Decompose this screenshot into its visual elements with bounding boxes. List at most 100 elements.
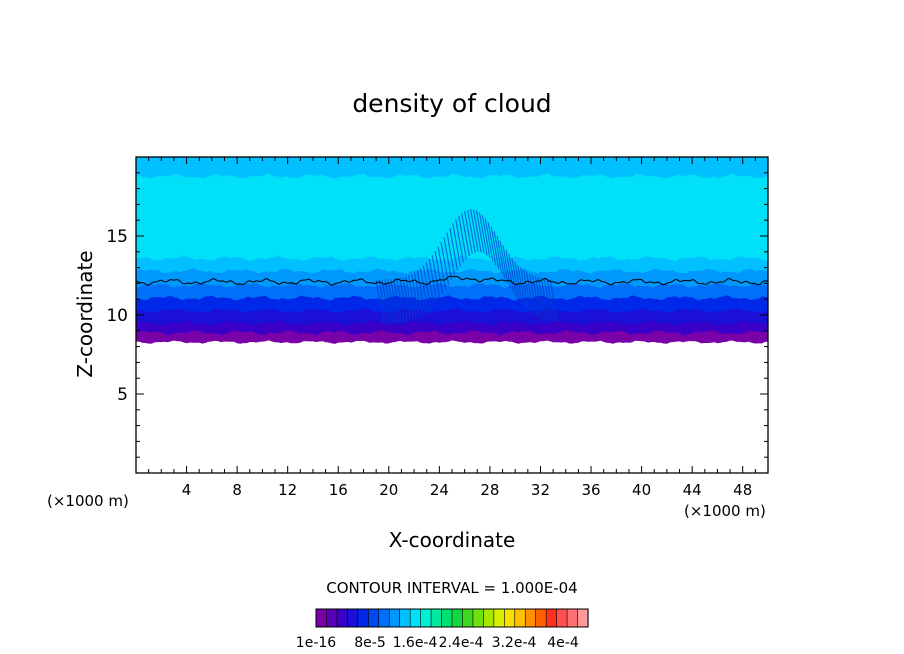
wave-streak	[540, 277, 550, 321]
x-tick-label: 32	[531, 481, 550, 499]
x-tick-label: 16	[329, 481, 348, 499]
colorbar-swatch	[493, 608, 505, 628]
wave-streak	[517, 264, 526, 308]
wave-streak	[446, 232, 456, 276]
x-tick-label: 20	[379, 481, 398, 499]
colorbar-label: 4e-4	[547, 635, 579, 651]
wave-streak	[505, 249, 515, 293]
colorbar-swatch	[347, 608, 359, 628]
x-tick-label: 28	[480, 481, 499, 499]
wave-streak	[543, 278, 553, 322]
colorbar-swatch	[430, 608, 443, 628]
chart-title: density of cloud	[352, 89, 551, 118]
colorbar-swatch	[524, 608, 537, 628]
x-tick-label: 36	[581, 481, 600, 499]
wave-streak	[508, 253, 518, 297]
x-tick-label: 40	[632, 481, 651, 499]
wave-streak	[455, 219, 464, 263]
wave-streak	[402, 277, 411, 321]
wave-streak	[437, 246, 447, 290]
wave-streak	[378, 279, 388, 323]
wave-streak	[537, 277, 547, 320]
wave-streak	[487, 222, 497, 266]
wave-streak	[528, 273, 538, 317]
wave-streak	[399, 278, 408, 321]
wave-pattern	[375, 209, 559, 323]
wave-streak	[481, 215, 491, 259]
x-axis: 4 8 12 16 20 24 28 32 36 40 44 48	[148, 157, 756, 499]
wave-streak	[416, 270, 426, 314]
wave-streak	[452, 223, 462, 267]
colorbar-label: 3.2e-4	[492, 635, 537, 651]
wave-streak	[425, 262, 435, 306]
x-unit-label-right: (×1000 m)	[684, 502, 766, 520]
wave-streak	[375, 279, 385, 323]
colorbar-swatch	[357, 608, 369, 628]
wave-streak	[546, 278, 556, 322]
wave-streak	[443, 237, 453, 281]
colorbar-label: 1e-16	[296, 635, 336, 651]
y-tick-label: 15	[106, 227, 128, 247]
x-tick-label: 24	[430, 481, 449, 499]
wave-streak	[469, 209, 479, 252]
colorbar-swatch	[409, 608, 422, 628]
wave-streak	[387, 279, 397, 323]
wave-streak	[475, 210, 485, 254]
colorbar-labels: 1e-16 8e-5 1.6e-4 2.4e-4 3.2e-4 4e-4	[296, 635, 579, 651]
plot-area	[135, 156, 769, 474]
colorbar-swatch	[378, 608, 390, 628]
wave-streak	[393, 278, 403, 322]
contour-line	[135, 275, 769, 286]
colorbar-swatch	[336, 608, 348, 628]
wave-streak	[511, 257, 521, 301]
wave-streak	[413, 272, 423, 316]
wave-streak	[496, 235, 506, 279]
wave-streak	[499, 240, 509, 284]
wave-streak	[458, 216, 467, 259]
wave-streak	[472, 209, 482, 253]
y-axis: 5 10 15	[106, 172, 768, 458]
wave-streak	[534, 276, 544, 320]
colorbar-frame	[315, 608, 589, 628]
wave-streak	[461, 213, 470, 257]
colorbar-swatch	[462, 608, 474, 628]
colorbar	[315, 608, 589, 628]
colorbar-swatch	[420, 608, 432, 628]
wave-streak	[525, 271, 535, 315]
wave-streak	[434, 250, 444, 294]
colorbar-swatch	[566, 608, 579, 628]
wave-streak	[396, 278, 405, 322]
x-tick-label: 48	[733, 481, 752, 499]
y-tick-label: 5	[117, 385, 128, 405]
wave-streak	[484, 218, 494, 262]
colorbar-swatch	[441, 608, 453, 628]
colorbar-swatch	[368, 608, 380, 628]
colorbar-swatch	[483, 608, 495, 628]
wave-streak	[523, 269, 532, 313]
colorbar-swatch	[556, 608, 568, 628]
colorbar-swatch	[388, 608, 401, 628]
x-axis-label: X-coordinate	[389, 528, 516, 552]
x-unit-label-left: (×1000 m)	[47, 492, 129, 510]
wave-streak	[390, 279, 400, 323]
colorbar-label: 8e-5	[354, 635, 385, 651]
wave-streak	[405, 276, 414, 320]
wave-streak	[514, 261, 523, 305]
wave-streak	[381, 279, 391, 323]
colorbar-swatch	[472, 608, 484, 628]
colorbar-swatch	[545, 608, 558, 628]
x-tick-label: 4	[182, 481, 192, 499]
colorbar-swatch	[399, 608, 411, 628]
colorbar-label: 2.4e-4	[439, 635, 484, 651]
y-tick-label: 10	[106, 306, 128, 326]
x-tick-label: 12	[278, 481, 297, 499]
x-tick-label: 44	[683, 481, 702, 499]
wave-streak	[520, 267, 529, 311]
colorbar-swatch	[504, 608, 516, 628]
x-tick-label: 8	[232, 481, 242, 499]
wave-streak	[466, 209, 476, 253]
y-axis-label: Z-coordinate	[73, 250, 97, 377]
wave-streak	[493, 231, 503, 275]
colorbar-label: 1.6e-4	[393, 635, 438, 651]
wave-streak	[549, 279, 559, 323]
